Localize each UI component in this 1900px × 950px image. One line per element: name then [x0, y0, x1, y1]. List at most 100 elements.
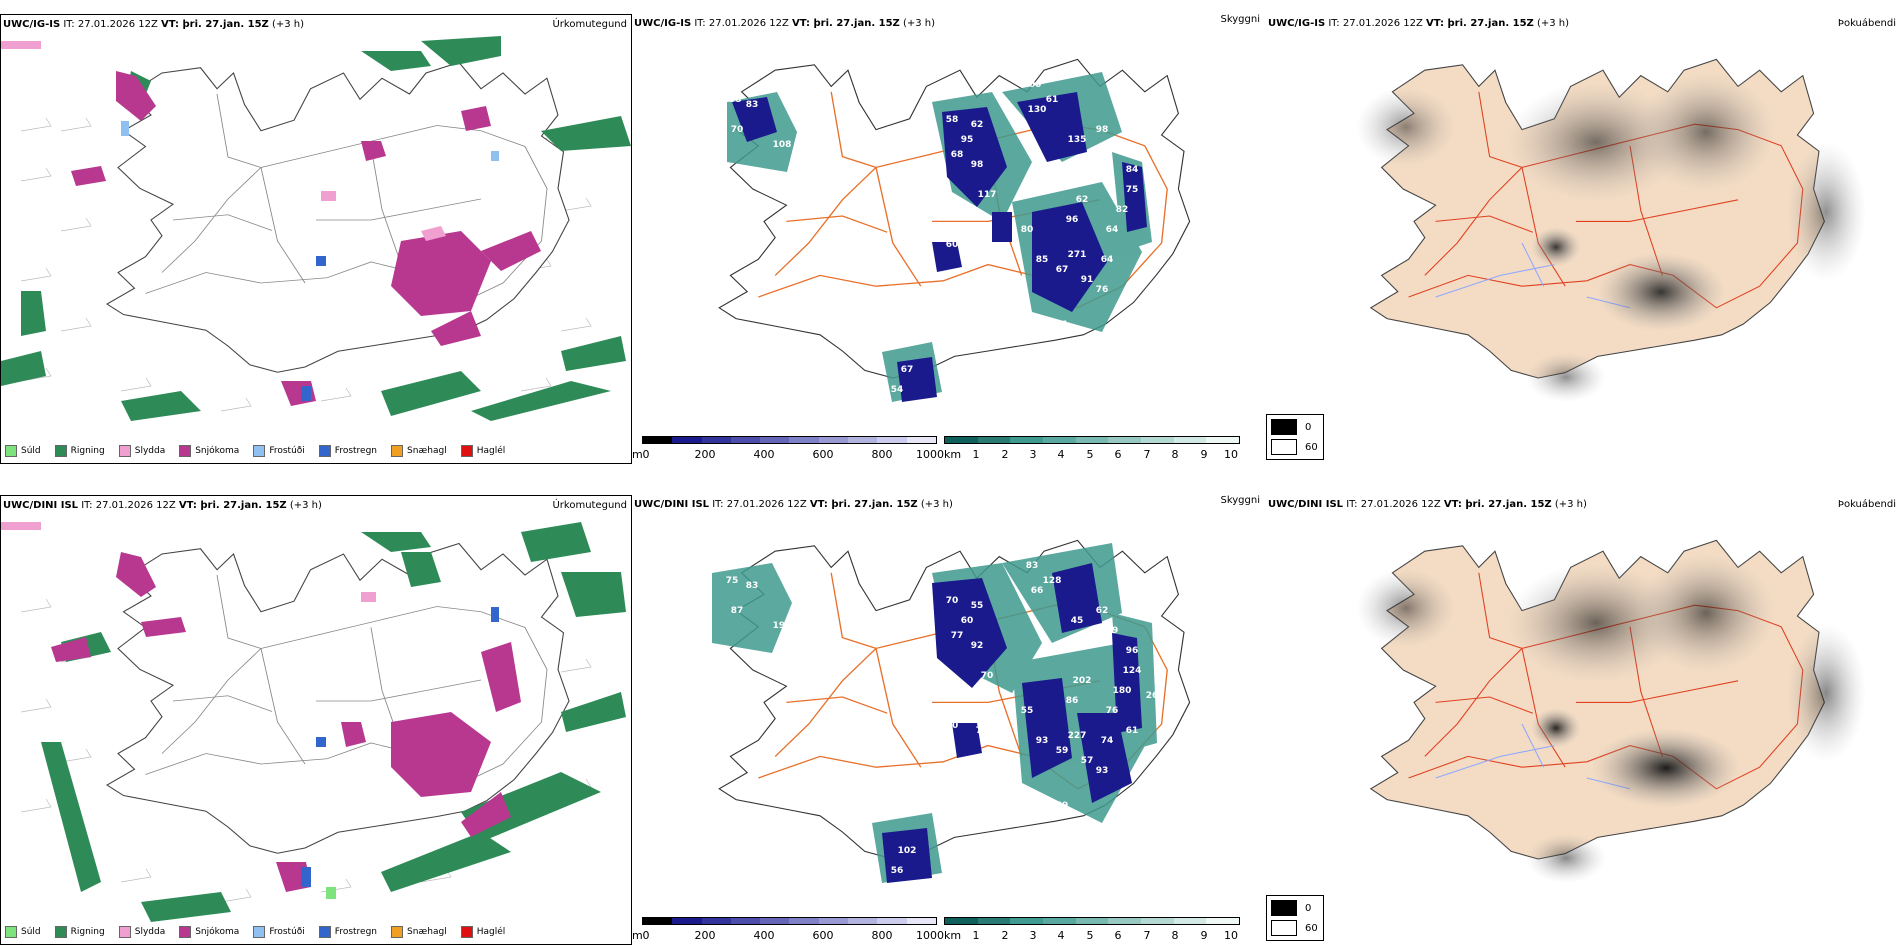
ceiling-value-label: 86 — [1066, 696, 1079, 706]
ceiling-value-label: 24 — [901, 405, 914, 415]
vis-tick: 8 — [1171, 448, 1179, 461]
ceiling-value-label: 158 — [723, 95, 742, 105]
ceiling-value-label: 26 — [1146, 691, 1159, 701]
vis-tick: 1 — [972, 929, 980, 942]
vis-tick: 9 — [1200, 448, 1208, 461]
vis-tick: 10 — [1224, 448, 1238, 461]
ceiling-value-label: 82 — [1116, 205, 1129, 215]
ceiling-tick: 600 — [812, 929, 834, 942]
ceiling-tick: 200 — [694, 448, 716, 461]
ceiling-value-label: 135 — [1068, 135, 1087, 145]
ceiling-value-label: 66 — [1031, 586, 1044, 596]
vis-tick: 9 — [1200, 929, 1208, 942]
vis-title-1: UWC/IG-IS IT: 27.01.2026 12Z VT: þri. 27… — [634, 18, 936, 29]
ceiling-tick: 1000 — [916, 929, 944, 942]
precip-name-1: Úrkomutegund — [552, 19, 627, 30]
fog-legend-high: 0 — [1305, 902, 1312, 914]
vis-unit: km — [944, 929, 962, 942]
ceiling-value-label: 62 — [971, 120, 984, 130]
legend-item: Frostregn — [318, 926, 377, 938]
precip-legend-2: Súld Rigning Slydda Snjókoma Frostúði Fr… — [5, 926, 515, 938]
legend-item: Frostúði — [253, 445, 305, 457]
ceiling-value-label: 98 — [1096, 125, 1109, 135]
fog-title-1: UWC/IG-IS IT: 27.01.2026 12Z VT: þri. 27… — [1268, 18, 1570, 29]
ceiling-value-label: 58 — [946, 115, 959, 125]
ceiling-value-label: 70 — [976, 245, 989, 255]
legend-item: Frostregn — [318, 445, 377, 457]
ceiling-value-label: 61 — [1106, 145, 1119, 155]
fog-name-1: Þokuábendi — [1837, 18, 1896, 29]
ceiling-value-label: 63 — [926, 886, 939, 896]
ceiling-value-label: 102 — [898, 846, 917, 856]
ceiling-value-label: 60 — [901, 886, 914, 896]
ceiling-value-label: 117 — [978, 190, 997, 200]
precip-title-1: UWC/IG-IS IT: 27.01.2026 12Z VT: þri. 27… — [3, 19, 305, 30]
ceiling-value-label: 75 — [726, 576, 739, 586]
ceiling-value-label: 54 — [891, 385, 904, 395]
ceiling-value-label: 96 — [1066, 215, 1079, 225]
legend-item: Snæhagl — [391, 445, 447, 457]
fog-title-2: UWC/DINI ISL IT: 27.01.2026 12Z VT: þri.… — [1268, 499, 1587, 510]
ceiling-value-label: 100 — [1023, 80, 1042, 90]
ceiling-value-label: 61 — [1126, 726, 1139, 736]
ceiling-value-label: 128 — [1043, 576, 1062, 586]
fog-panel-2: UWC/DINI ISL IT: 27.01.2026 12Z VT: þri.… — [1266, 495, 1900, 945]
ceiling-value-label: 55 — [1021, 706, 1034, 716]
vis-tick: 4 — [1057, 929, 1065, 942]
ceiling-value-label: 193 — [773, 621, 792, 631]
ceiling-colorbar-1: m 0 200 400 600 800 1000 — [632, 436, 944, 462]
ceiling-value-label: 55 — [971, 601, 984, 611]
ceiling-tick: 200 — [694, 929, 716, 942]
ceiling-value-label: 93 — [1036, 736, 1049, 746]
ceiling-value-label: 67 — [1056, 265, 1069, 275]
ceiling-value-label: 70 — [946, 596, 959, 606]
fog-map-1 — [1356, 58, 1866, 402]
vis-tick: 7 — [1143, 929, 1151, 942]
fog-map-2 — [1356, 539, 1866, 883]
vis-tick: 2 — [1001, 929, 1009, 942]
legend-item: Rigning — [54, 926, 105, 938]
vis-tick: 6 — [1114, 929, 1122, 942]
ceiling-value-label: 64 — [1101, 255, 1114, 265]
ceiling-value-label: 62 — [1096, 606, 1109, 616]
ceiling-value-label: 70 — [731, 125, 744, 135]
ceiling-value-label: 69 — [1106, 626, 1119, 636]
vis-tick: 10 — [1224, 929, 1238, 942]
vis-tick: 3 — [1029, 448, 1037, 461]
ceiling-value-label: 11 — [1056, 320, 1069, 330]
ceiling-tick: 0 — [642, 929, 650, 942]
legend-item: Rigning — [54, 445, 105, 457]
precip-title-2: UWC/DINI ISL IT: 27.01.2026 12Z VT: þri.… — [3, 500, 322, 511]
ceiling-value-label: 47 — [971, 706, 984, 716]
ceiling-value-label: 87 — [731, 606, 744, 616]
vis-colorbar-2: km 1 2 3 4 5 6 7 8 9 10 — [944, 917, 1244, 943]
vis-tick: 3 — [1029, 929, 1037, 942]
ceiling-tick: 800 — [871, 929, 893, 942]
vis-name-1: Skyggni — [1220, 14, 1260, 25]
ceiling-value-label: 96 — [1126, 646, 1139, 656]
ceiling-value-label: 64 — [1106, 225, 1119, 235]
ceiling-value-label: 49 — [1056, 801, 1069, 811]
ceiling-value-label: 271 — [1068, 250, 1087, 260]
ceiling-value-label: 45 — [1071, 616, 1084, 626]
ceiling-colorbar-2: m 0 200 400 600 800 1000 — [632, 917, 944, 943]
ceiling-value-label: 70 — [981, 671, 994, 681]
vis-tick: 5 — [1086, 448, 1094, 461]
ceiling-value-label: 74 — [1101, 736, 1114, 746]
ceiling-value-label: 83 — [746, 100, 759, 110]
vis-colorbar-1: km 1 2 3 4 5 6 7 8 9 10 — [944, 436, 1244, 462]
ceiling-value-label: 77 — [951, 631, 964, 641]
precip-panel-1: UWC/IG-IS IT: 27.01.2026 12Z VT: þri. 27… — [0, 14, 632, 464]
ceiling-value-label: 76 — [976, 726, 989, 736]
ceiling-unit: m — [632, 448, 643, 461]
ceiling-value-label: 60 — [946, 240, 959, 250]
ceiling-value-label: 92 — [971, 641, 984, 651]
ceiling-value-label: 180 — [1113, 686, 1132, 696]
ceiling-tick: 1000 — [916, 448, 944, 461]
vis-panel-2: UWC/DINI ISL IT: 27.01.2026 12Z VT: þri.… — [632, 495, 1264, 945]
vis-tick: 1 — [972, 448, 980, 461]
precip-map-1 — [1, 36, 631, 421]
ceiling-value-label: 124 — [1123, 666, 1142, 676]
